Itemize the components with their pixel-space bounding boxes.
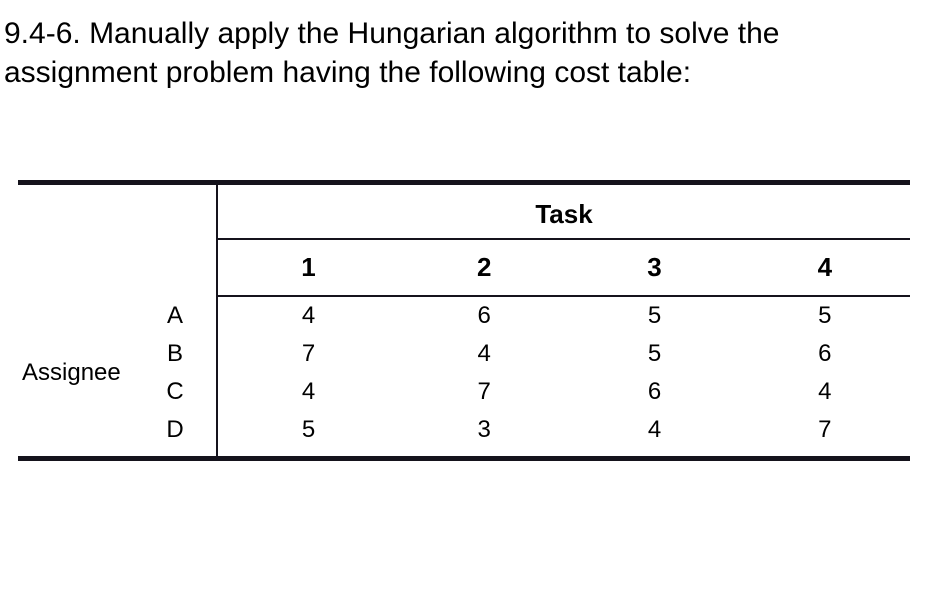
- cell: 7: [740, 411, 910, 459]
- problem-number: 9.4-6.: [4, 17, 81, 50]
- col-header-1: 1: [217, 239, 399, 296]
- problem-body: Manually apply the Hungarian algorithm t…: [4, 17, 779, 89]
- cell: 3: [399, 411, 569, 459]
- row-label-d: D: [158, 411, 217, 459]
- cell: 4: [399, 335, 569, 373]
- assignee-group-header: Assignee: [18, 335, 158, 411]
- assignee-blank: [18, 296, 158, 335]
- cell: 4: [217, 296, 399, 335]
- cell: 4: [740, 373, 910, 411]
- assignee-blank: [18, 411, 158, 459]
- col-header-2: 2: [399, 239, 569, 296]
- cell: 4: [569, 411, 739, 459]
- problem-statement: 9.4-6. Manually apply the Hungarian algo…: [0, 0, 928, 92]
- table-row: D 5 3 4 7: [18, 411, 910, 459]
- col-header-4: 4: [740, 239, 910, 296]
- corner-blank-right: [158, 183, 217, 297]
- cell: 4: [217, 373, 399, 411]
- cell: 5: [569, 335, 739, 373]
- cell: 6: [569, 373, 739, 411]
- cell: 6: [740, 335, 910, 373]
- cell: 5: [569, 296, 739, 335]
- task-group-header: Task: [217, 183, 910, 240]
- corner-blank-left: [18, 183, 158, 297]
- row-label-a: A: [158, 296, 217, 335]
- row-label-b: B: [158, 335, 217, 373]
- table-row: Assignee B 7 4 5 6: [18, 335, 910, 373]
- cost-table: Task 1 2 3 4 A 4 6 5 5 Assignee B 7 4 5 …: [18, 180, 910, 461]
- row-label-c: C: [158, 373, 217, 411]
- table-row: A 4 6 5 5: [18, 296, 910, 335]
- cell: 5: [740, 296, 910, 335]
- cell: 5: [217, 411, 399, 459]
- cell: 7: [399, 373, 569, 411]
- cost-table-container: Task 1 2 3 4 A 4 6 5 5 Assignee B 7 4 5 …: [0, 180, 928, 461]
- cell: 7: [217, 335, 399, 373]
- col-header-3: 3: [569, 239, 739, 296]
- cell: 6: [399, 296, 569, 335]
